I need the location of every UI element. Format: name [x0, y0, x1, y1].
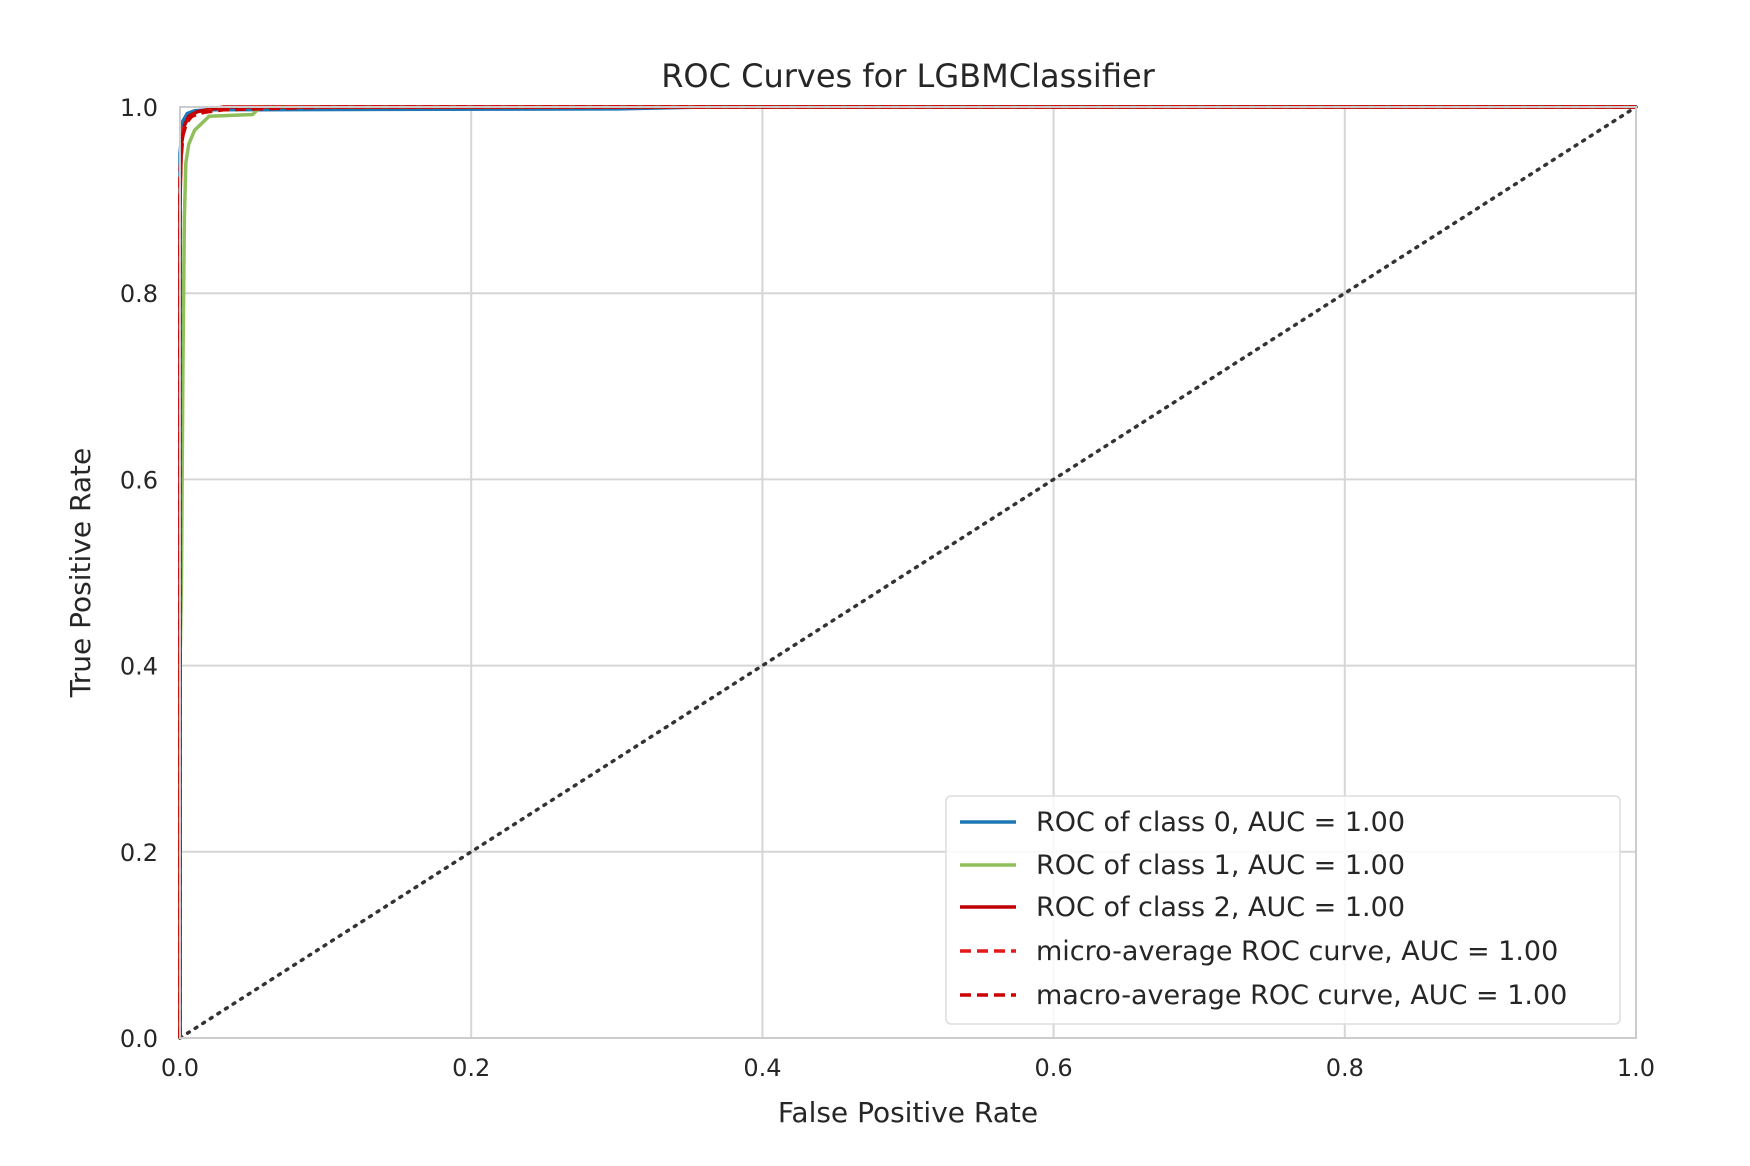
x-tick-label: 0.2 [452, 1054, 490, 1082]
plot-frame [179, 106, 1637, 1039]
x-tick-label: 0.4 [743, 1054, 781, 1082]
x-tick-label: 0.6 [1035, 1054, 1073, 1082]
legend-label: ROC of class 2, AUC = 1.00 [1036, 892, 1405, 923]
y-tick-label: 0.8 [120, 280, 158, 308]
legend-label: micro-average ROC curve, AUC = 1.00 [1036, 936, 1558, 967]
x-tick-label: 0.8 [1326, 1054, 1364, 1082]
x-tick-label: 0.0 [161, 1054, 199, 1082]
x-tick-label: 1.0 [1617, 1054, 1655, 1082]
y-tick-label: 0.6 [120, 466, 158, 494]
y-tick-label: 1.0 [120, 94, 158, 122]
reference-diagonal-line [178, 105, 1638, 1040]
y-axis-title: True Positive Rate [64, 448, 97, 698]
y-tick-label: 0.4 [120, 653, 158, 681]
chart-title: ROC Curves for LGBMClassifier [661, 57, 1155, 95]
legend-label: ROC of class 1, AUC = 1.00 [1036, 850, 1405, 881]
legend-box [945, 795, 1621, 1025]
x-axis-title: False Positive Rate [778, 1096, 1038, 1129]
y-tick-labels: 0.0 0.2 0.4 0.6 0.8 1.0 [120, 94, 158, 1053]
y-tick-label: 0.2 [120, 839, 158, 867]
y-tick-label: 0.0 [120, 1025, 158, 1053]
reference-line-group [178, 105, 1638, 1040]
legend-label: macro-average ROC curve, AUC = 1.00 [1036, 980, 1567, 1011]
legend-label: ROC of class 0, AUC = 1.00 [1036, 807, 1405, 838]
legend: ROC of class 0, AUC = 1.00 ROC of class 1… [945, 795, 1621, 1025]
x-tick-labels: 0.0 0.2 0.4 0.6 0.8 1.0 [161, 1054, 1655, 1082]
